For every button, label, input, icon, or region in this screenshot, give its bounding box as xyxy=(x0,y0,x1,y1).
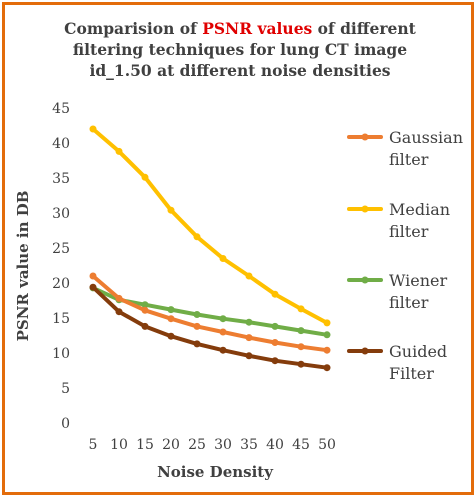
data-point xyxy=(245,352,253,360)
title-part-3: of different xyxy=(312,19,416,38)
y-tick-label: 0 xyxy=(61,416,70,432)
data-point xyxy=(115,147,123,155)
data-point xyxy=(115,294,123,302)
data-point xyxy=(167,206,175,214)
y-tick-label: 40 xyxy=(52,136,70,152)
data-point xyxy=(167,332,175,340)
data-point xyxy=(219,255,227,262)
legend: Gaussian filter Median filter Wiener filter Gu… xyxy=(347,128,463,383)
legend-swatch-marker xyxy=(361,347,369,355)
data-point xyxy=(89,283,97,291)
data-point xyxy=(89,272,97,280)
title-highlight: PSNR values xyxy=(202,19,313,38)
legend-label: filter xyxy=(389,293,429,312)
title-line-2: filtering techniques for lung CT image xyxy=(72,40,408,59)
data-point xyxy=(271,339,279,346)
data-point xyxy=(219,346,227,354)
data-point xyxy=(297,327,305,335)
x-tick-label: 5 xyxy=(89,437,98,453)
series-line xyxy=(91,127,329,325)
data-point xyxy=(245,334,253,342)
data-point xyxy=(297,305,305,313)
data-point xyxy=(141,301,149,309)
legend-label: Gaussian xyxy=(389,128,463,147)
data-point xyxy=(167,306,175,314)
title-line-3: id_1.50 at different noise densities xyxy=(89,61,391,80)
data-point xyxy=(219,315,227,323)
data-point xyxy=(193,311,201,318)
x-axis-title: Noise Density xyxy=(157,463,274,481)
data-point xyxy=(323,319,331,327)
data-point xyxy=(297,343,305,351)
x-tick-label: 20 xyxy=(162,437,180,453)
x-tick-label: 15 xyxy=(136,437,154,453)
series-line xyxy=(91,285,329,370)
y-axis-title-group: PSNR value in DB xyxy=(14,191,32,342)
data-point xyxy=(323,364,331,372)
data-point xyxy=(271,322,279,330)
y-tick-label: 10 xyxy=(52,346,70,362)
y-tick-label: 20 xyxy=(52,276,70,292)
title-part-1: Comparision of xyxy=(64,19,203,38)
y-tick-label: 30 xyxy=(52,206,70,222)
y-axis-title: PSNR value in DB xyxy=(14,191,32,342)
y-tick-label: 35 xyxy=(52,171,70,187)
x-tick-label: 10 xyxy=(110,437,128,453)
data-point xyxy=(141,322,149,330)
y-tick-label: 15 xyxy=(52,311,70,327)
series-line xyxy=(91,274,329,353)
legend-label: Wiener xyxy=(389,271,448,290)
data-point xyxy=(193,322,201,330)
data-point xyxy=(271,357,279,365)
y-tick-label: 25 xyxy=(52,241,70,257)
chart-title: Comparision of PSNR values of different … xyxy=(30,18,450,81)
data-point xyxy=(219,328,227,336)
legend-swatch-marker xyxy=(361,133,369,141)
legend-label: filter xyxy=(389,222,429,241)
data-point xyxy=(141,306,149,314)
x-tick-label: 30 xyxy=(214,437,232,453)
axis-ticks: 0 5 10 15 20 25 30 35 40 45 5 10 15 20 25 30 35 40 45 50 xyxy=(52,101,336,453)
legend-label: Median xyxy=(389,200,450,219)
data-point xyxy=(193,340,201,348)
data-point xyxy=(89,125,97,133)
data-point xyxy=(323,331,331,339)
x-tick-label: 45 xyxy=(292,437,310,453)
data-point xyxy=(323,346,331,354)
x-tick-label: 35 xyxy=(240,437,258,453)
legend-swatch-marker xyxy=(361,205,369,213)
data-point xyxy=(245,318,253,326)
legend-label: filter xyxy=(389,150,429,169)
legend-label: Filter xyxy=(389,364,434,383)
legend-swatch-marker xyxy=(361,276,369,284)
x-tick-label: 50 xyxy=(318,437,336,453)
data-point xyxy=(141,173,149,181)
legend-label: Guided xyxy=(389,342,447,361)
data-point xyxy=(245,272,253,280)
y-tick-label: 5 xyxy=(61,381,70,397)
y-tick-label: 45 xyxy=(52,101,70,117)
plot-area xyxy=(89,125,331,372)
x-tick-label: 40 xyxy=(266,437,284,453)
data-point xyxy=(115,308,123,316)
data-point xyxy=(167,315,175,323)
x-tick-label: 25 xyxy=(188,437,206,453)
data-point xyxy=(271,290,279,298)
data-point xyxy=(297,360,305,368)
data-point xyxy=(193,233,201,241)
